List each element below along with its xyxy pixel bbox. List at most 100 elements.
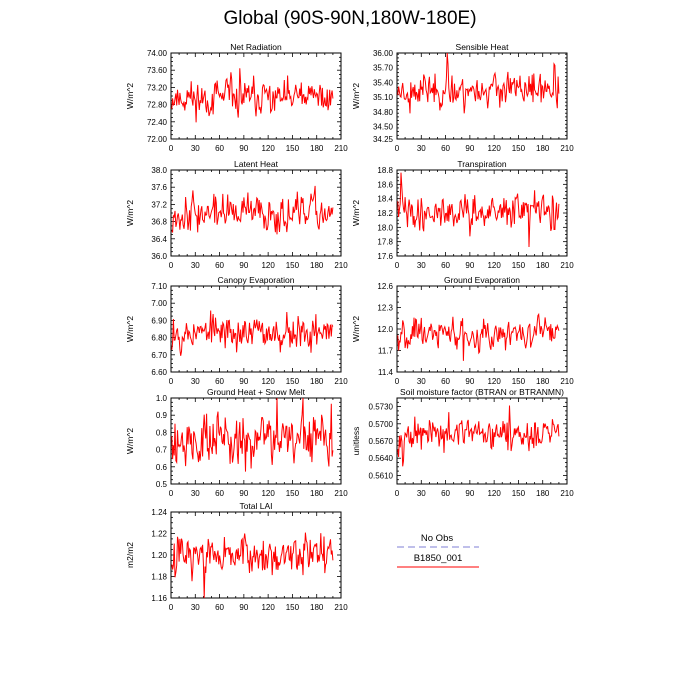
y-tick-label: 35.40 [373,78,394,87]
x-tick-label: 120 [261,603,275,612]
x-tick-label: 210 [334,603,348,612]
chart-panel: Total LAI 0 30 60 90 120 150 180 210 1.16 1.18 1.20… [125,501,348,612]
y-tick-label: 72.80 [147,101,168,110]
x-tick-label: 90 [239,261,248,270]
y-tick-label: 72.40 [147,118,168,127]
plot-frame [396,52,568,140]
x-tick-label: 0 [395,377,400,386]
x-tick-label: 210 [560,144,574,153]
x-tick-label: 210 [560,489,574,498]
x-tick-label: 60 [215,261,224,270]
y-tick-label: 6.60 [151,368,167,377]
chart-panel: Soil moisture factor (BTRAN or BTRANMN) 0… [351,387,574,498]
y-tick-label: 6.80 [151,334,167,343]
y-axis-label: W/m^2 [125,83,135,109]
x-tick-label: 60 [215,603,224,612]
x-tick-label: 150 [286,377,300,386]
x-tick-label: 0 [169,377,174,386]
x-tick-label: 60 [441,377,450,386]
series-line [397,405,560,467]
y-tick-label: 34.50 [373,123,394,132]
y-tick-label: 73.60 [147,66,168,75]
series-line [397,312,560,361]
x-tick-label: 30 [417,377,426,386]
y-tick-label: 18.8 [377,166,393,175]
y-axis-label: W/m^2 [351,316,361,342]
x-tick-label: 120 [487,261,501,270]
panel-title: Total LAI [239,501,272,511]
x-tick-label: 30 [191,489,200,498]
y-tick-label: 0.5700 [369,420,394,429]
y-tick-label: 35.70 [373,64,394,73]
x-tick-label: 150 [286,603,300,612]
y-tick-label: 0.5 [156,480,168,489]
x-tick-label: 180 [536,261,550,270]
x-tick-label: 60 [215,489,224,498]
y-tick-label: 0.8 [156,428,168,437]
y-axis-label: W/m^2 [125,200,135,226]
x-tick-label: 0 [395,144,400,153]
y-tick-label: 36.8 [151,218,167,227]
y-tick-label: 6.90 [151,316,167,325]
series-line [171,532,334,599]
x-tick-label: 30 [417,489,426,498]
series-line [171,68,334,123]
y-tick-label: 12.6 [377,282,393,291]
x-tick-label: 30 [191,144,200,153]
y-tick-label: 34.80 [373,108,394,117]
x-tick-label: 90 [239,377,248,386]
y-tick-label: 74.00 [147,49,168,58]
x-tick-label: 90 [465,144,474,153]
y-tick-label: 73.20 [147,83,168,92]
series-line [171,397,334,472]
x-tick-label: 120 [487,489,501,498]
x-tick-label: 0 [169,489,174,498]
y-tick-label: 37.2 [151,200,167,209]
chart-panel: Ground Heat + Snow Melt 0 30 60 90 120 150 180 2… [125,387,348,498]
x-tick-label: 60 [215,144,224,153]
y-tick-label: 17.8 [377,238,393,247]
panel-title: Transpiration [457,159,507,169]
panel-title: Sensible Heat [456,42,510,52]
y-tick-label: 18.6 [377,180,393,189]
y-tick-label: 1.18 [151,573,167,582]
y-axis-label: W/m^2 [351,83,361,109]
x-tick-label: 60 [215,377,224,386]
legend-label-model: B1850_001 [414,553,463,564]
x-tick-label: 60 [441,489,450,498]
x-tick-label: 120 [261,377,275,386]
x-tick-label: 0 [169,261,174,270]
x-tick-label: 210 [560,377,574,386]
panel-title: Latent Heat [234,159,279,169]
y-tick-label: 1.16 [151,594,167,603]
y-tick-label: 0.5730 [369,403,394,412]
x-tick-label: 120 [261,261,275,270]
x-tick-label: 150 [286,489,300,498]
x-tick-label: 210 [334,144,348,153]
y-tick-label: 12.3 [377,304,393,313]
y-tick-label: 0.7 [156,446,168,455]
y-tick-label: 1.22 [151,530,167,539]
y-tick-label: 0.5610 [369,471,394,480]
y-tick-label: 11.7 [378,347,394,356]
x-tick-label: 0 [169,144,174,153]
x-tick-label: 30 [417,261,426,270]
y-tick-label: 1.0 [156,394,168,403]
y-tick-label: 11.4 [378,368,394,377]
y-axis-label: W/m^2 [125,428,135,454]
y-tick-label: 18.2 [377,209,393,218]
chart-panel: Ground Evaporation 0 30 60 90 120 150 180 210 11.… [351,275,574,386]
y-tick-label: 7.10 [151,282,167,291]
x-tick-label: 30 [191,261,200,270]
series-line [171,185,334,235]
x-tick-label: 0 [169,603,174,612]
y-tick-label: 36.00 [373,49,394,58]
figure-title: Global (90S-90N,180W-180E) [223,8,477,29]
x-tick-label: 90 [239,144,248,153]
y-tick-label: 12.0 [377,325,393,334]
x-tick-label: 150 [512,377,526,386]
panel-title: Net Radiation [230,42,282,52]
y-tick-label: 17.6 [377,252,393,261]
legend-label-obs: No Obs [421,533,453,544]
y-tick-label: 36.0 [151,252,167,261]
